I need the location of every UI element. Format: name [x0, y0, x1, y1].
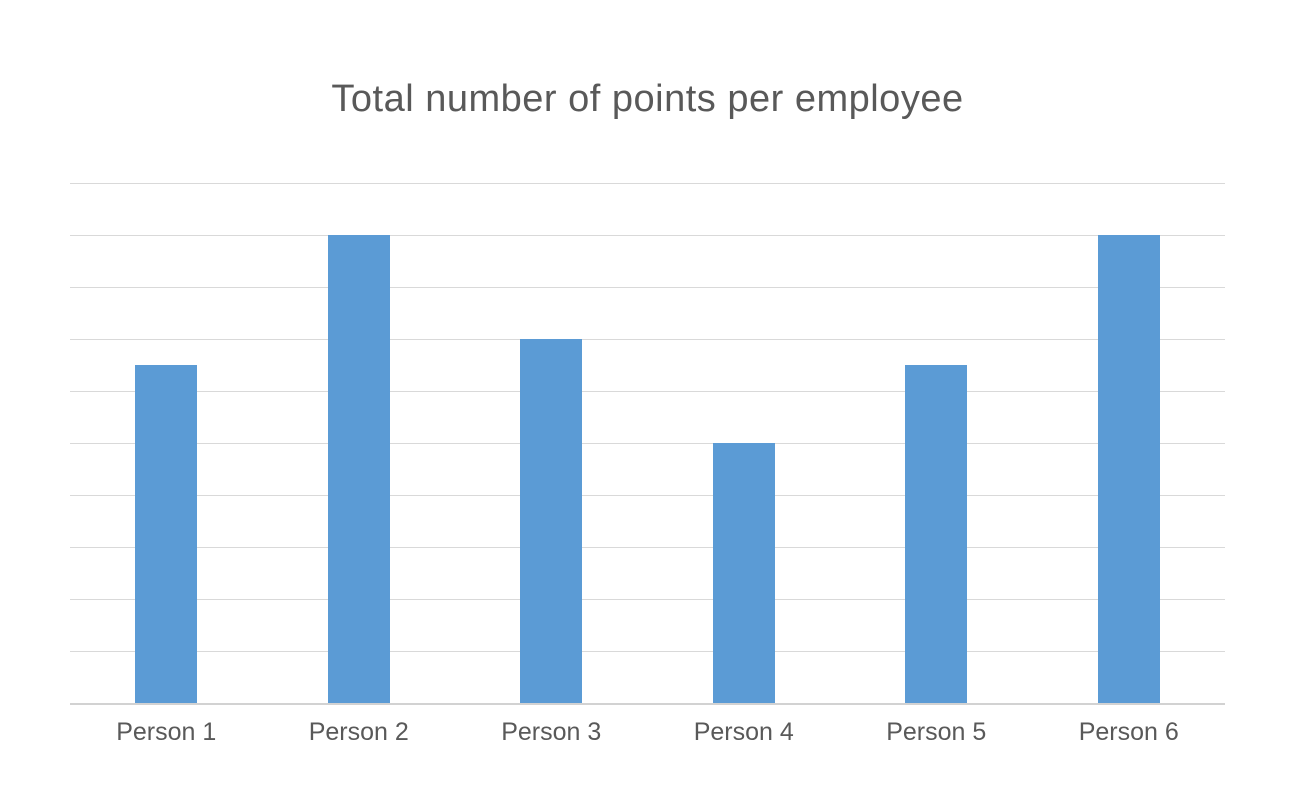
- plot-area: [70, 183, 1225, 705]
- gridline: [70, 183, 1225, 184]
- bar-person-1: [135, 365, 198, 703]
- gridline: [70, 547, 1225, 548]
- bar-person-5: [905, 365, 968, 703]
- gridline: [70, 287, 1225, 288]
- x-axis-label: Person 6: [1078, 718, 1179, 746]
- bar-person-4: [712, 443, 775, 703]
- chart-title: Total number of points per employee: [331, 78, 964, 120]
- gridline: [70, 599, 1225, 600]
- x-axis-line: [70, 703, 1225, 705]
- bar-person-3: [520, 339, 583, 703]
- gridline: [70, 495, 1225, 496]
- x-axis-label: Person 2: [308, 718, 409, 746]
- gridline: [70, 339, 1225, 340]
- x-axis-label: Person 3: [501, 718, 602, 746]
- gridline: [70, 235, 1225, 236]
- bar-person-2: [327, 235, 390, 703]
- x-axis-label: Person 4: [693, 718, 794, 746]
- x-axis-label: Person 1: [116, 718, 217, 746]
- gridline: [70, 443, 1225, 444]
- gridline: [70, 651, 1225, 652]
- gridline: [70, 391, 1225, 392]
- bar-person-6: [1097, 235, 1160, 703]
- x-axis-label: Person 5: [886, 718, 987, 746]
- x-axis: Person 1 Person 2 Person 3 Person 4 Person 5…: [70, 718, 1225, 754]
